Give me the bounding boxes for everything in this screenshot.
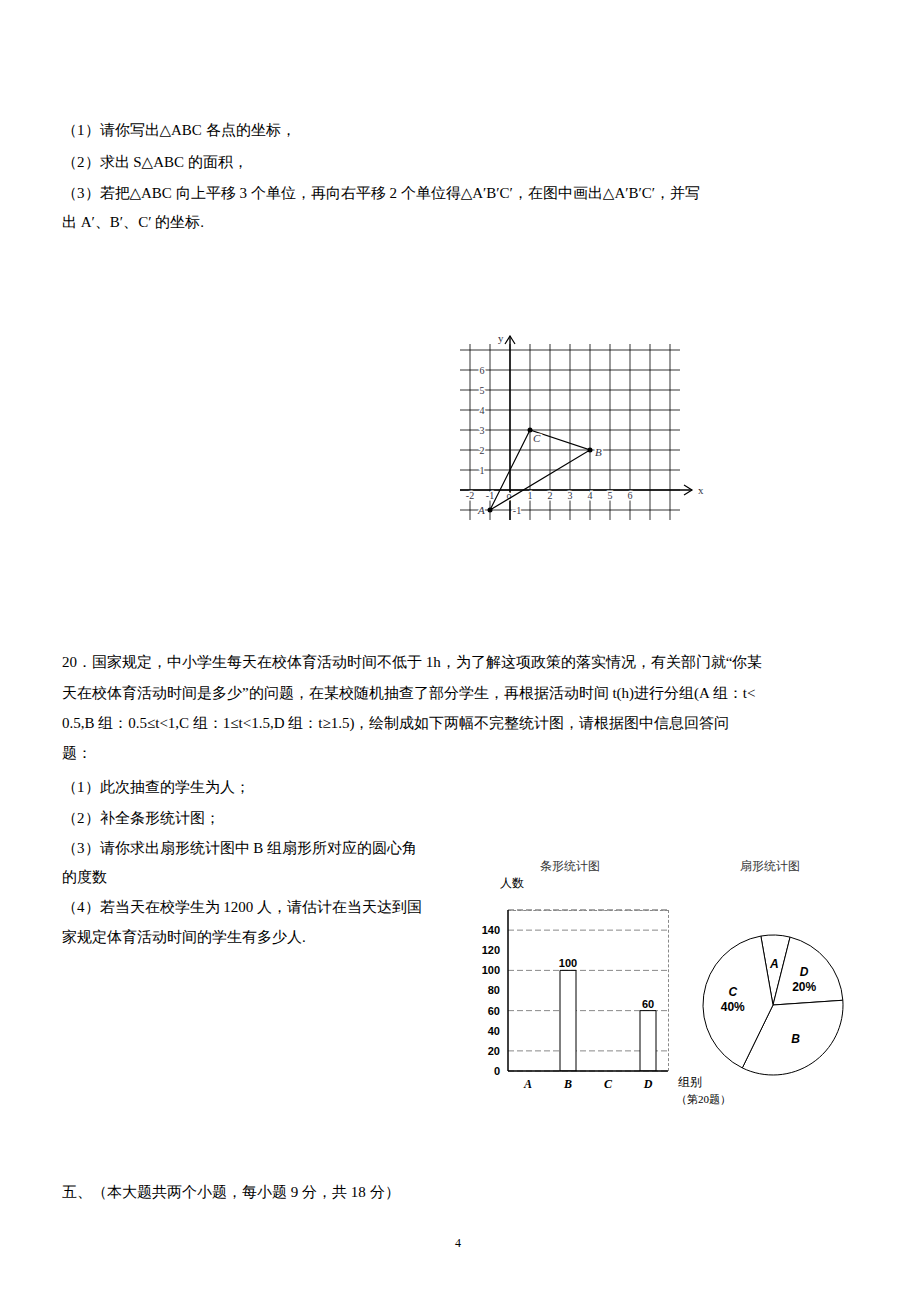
- svg-text:6: 6: [480, 365, 485, 376]
- svg-text:D: D: [643, 1077, 653, 1091]
- html-text:组别: 组别: [678, 1075, 702, 1089]
- svg-text:y: y: [498, 335, 504, 344]
- svg-text:140: 140: [482, 924, 500, 936]
- html-text:（3）请你求出扇形统计图中 B 组扇形所对应的圆心角: （3）请你求出扇形统计图中 B 组扇形所对应的圆心角: [62, 840, 417, 856]
- html-text:（2）补全条形统计图；: （2）补全条形统计图；: [62, 810, 220, 826]
- svg-text:A: A: [523, 1077, 532, 1091]
- html-text:（2）求出 S△ABC 的面积，: （2）求出 S△ABC 的面积，: [62, 154, 248, 170]
- svg-text:A: A: [769, 957, 779, 971]
- html-text:的度数: 的度数: [62, 869, 107, 885]
- svg-text:2: 2: [480, 445, 485, 456]
- svg-text:B: B: [563, 1077, 572, 1091]
- svg-text:x: x: [698, 484, 704, 496]
- svg-text:4: 4: [480, 405, 485, 416]
- svg-text:C40%: C40%: [721, 985, 745, 1014]
- html-text:4: 4: [455, 1236, 461, 1250]
- html-text:20．国家规定，中小学生每天在校体育活动时间不低于 1h，为: 20．国家规定，中小学生每天在校体育活动时间不低于 1h，为了解这项政策的落实情…: [62, 654, 763, 670]
- svg-text:100: 100: [559, 957, 577, 969]
- svg-text:5: 5: [608, 490, 613, 501]
- svg-text:-2: -2: [466, 490, 474, 501]
- html-text:（1）此次抽查的学生为人；: （1）此次抽查的学生为人；: [62, 779, 250, 795]
- svg-text:60: 60: [642, 998, 654, 1010]
- html-text:出 A′、B′、C′ 的坐标.: 出 A′、B′、C′ 的坐标.: [62, 214, 204, 230]
- svg-text:100: 100: [482, 964, 500, 976]
- svg-text:4: 4: [588, 490, 593, 501]
- html-text:（1）请你写出△ABC 各点的坐标，: （1）请你写出△ABC 各点的坐标，: [62, 122, 296, 138]
- svg-text:o: o: [506, 490, 512, 501]
- svg-text:5: 5: [480, 385, 485, 396]
- svg-text:C: C: [604, 1077, 613, 1091]
- html-text:扇形统计图: 扇形统计图: [740, 859, 800, 873]
- svg-text:-1: -1: [486, 490, 494, 501]
- svg-text:A: A: [477, 504, 485, 516]
- svg-text:20: 20: [488, 1045, 500, 1057]
- html-text:人数: 人数: [500, 876, 524, 890]
- svg-text:40: 40: [488, 1025, 500, 1037]
- html-text:（3）若把△ABC 向上平移 3 个单位，再向右平移 2 个: （3）若把△ABC 向上平移 3 个单位，再向右平移 2 个单位得△A′B′C′…: [62, 185, 701, 201]
- html-text:（第20题）: （第20题）: [676, 1093, 731, 1105]
- html-text:0.5,B 组：0.5≤t<1,C 组：1≤t<1.5,D: 0.5,B 组：0.5≤t<1,C 组：1≤t<1.5,D 组：t≥1.5)，绘…: [62, 715, 730, 731]
- svg-text:D20%: D20%: [792, 965, 816, 994]
- svg-text:B: B: [595, 446, 602, 458]
- html-text:天在校体育活动时间是多少”的问题，在某校随机抽查了部分学生，: 天在校体育活动时间是多少”的问题，在某校随机抽查了部分学生，再根据活动时间 t(…: [62, 685, 756, 701]
- svg-text:1: 1: [528, 490, 533, 501]
- svg-text:1: 1: [480, 465, 485, 476]
- svg-text:-1: -1: [513, 505, 521, 516]
- html-text:家规定体育活动时间的学生有多少人.: 家规定体育活动时间的学生有多少人.: [62, 929, 306, 945]
- html-text:五、（本大题共两个小题，每小题 9 分，共 18 分）: 五、（本大题共两个小题，每小题 9 分，共 18 分）: [62, 1184, 400, 1200]
- svg-text:80: 80: [488, 984, 500, 996]
- svg-text:0: 0: [494, 1065, 500, 1077]
- html-text:（4）若当天在校学生为 1200 人，请估计在当天达到国: （4）若当天在校学生为 1200 人，请估计在当天达到国: [62, 899, 422, 915]
- svg-text:C: C: [533, 432, 541, 444]
- svg-text:60: 60: [488, 1005, 500, 1017]
- svg-text:B: B: [791, 1032, 800, 1046]
- html-text:条形统计图: 条形统计图: [540, 859, 600, 873]
- html-text:题：: 题：: [62, 745, 92, 761]
- svg-text:120: 120: [482, 944, 500, 956]
- svg-text:2: 2: [548, 490, 553, 501]
- svg-text:6: 6: [628, 490, 633, 501]
- svg-text:3: 3: [480, 425, 485, 436]
- svg-text:3: 3: [568, 490, 573, 501]
